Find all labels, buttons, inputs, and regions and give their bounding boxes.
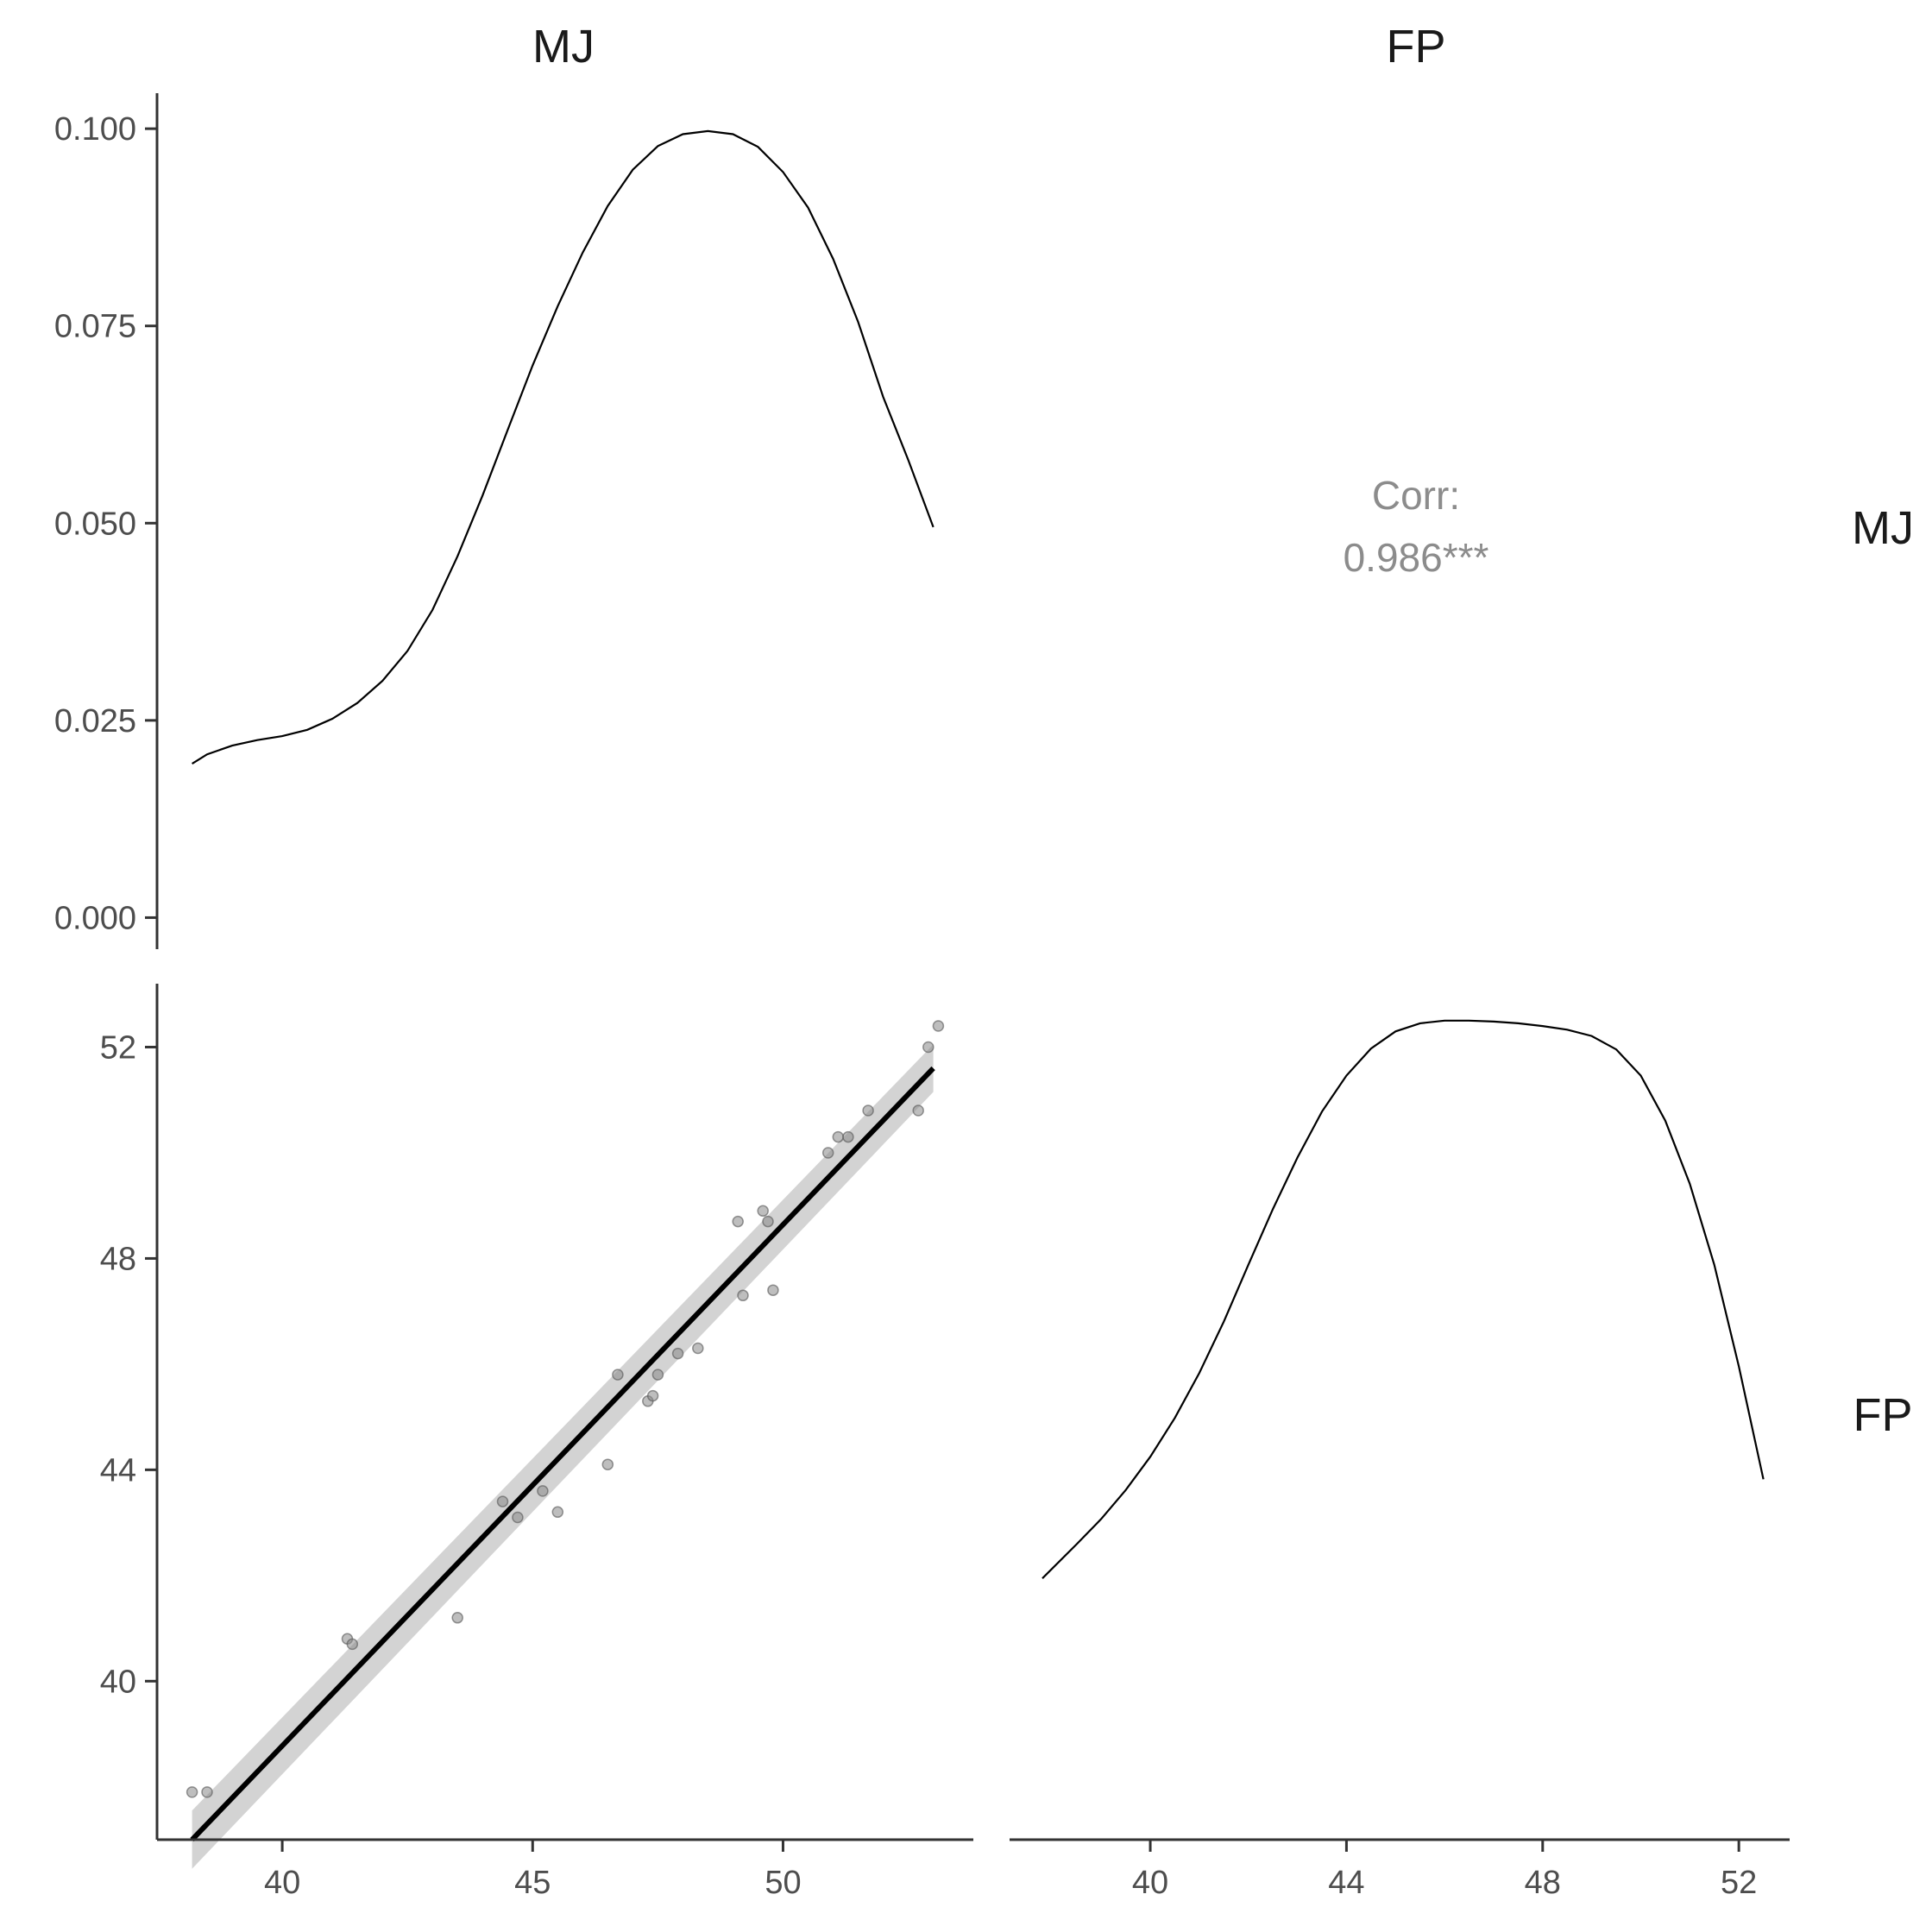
y-tick-label: 0.075 [54,309,136,345]
panel-correlation: Corr: 0.986*** [1344,473,1489,580]
y-tick-label: 0.050 [54,506,136,542]
column-strip-fp: FP [1386,21,1445,72]
y-tick-label: 44 [100,1452,136,1488]
correlation-label: Corr: [1372,473,1460,518]
y-tick-label: 0.100 [54,111,136,148]
scatter-point [551,1506,564,1519]
x-tick-label: 40 [1132,1865,1168,1901]
x-tick-label: 52 [1721,1865,1757,1901]
x-tick-label: 50 [765,1865,801,1901]
density-curve-fp [1042,1019,1765,1579]
scatter-point [932,1020,945,1032]
row-strip-mj: MJ [1852,502,1914,554]
scatter-point [186,1786,198,1798]
regression-line [190,1066,935,1842]
density-curve-mj [192,129,935,765]
row-strip-fp: FP [1853,1389,1912,1441]
x-tick-label: 48 [1525,1865,1561,1901]
scatter-point [346,1638,359,1651]
scatter-point [651,1369,664,1381]
scatter-point [671,1347,684,1360]
scatter-point [832,1130,845,1143]
scatter-point [842,1130,854,1143]
scatter-point [537,1485,549,1497]
scatter-point [612,1369,624,1381]
scatter-point [201,1786,213,1798]
scatter-point [762,1215,774,1228]
scatter-point [737,1289,749,1302]
scatter-point [601,1458,614,1470]
scatter-point [732,1215,744,1228]
y-tick-label: 48 [100,1241,136,1277]
panel-scatter: 40 44 48 52 40 45 50 [100,984,973,1901]
x-tick-label: 40 [264,1865,300,1901]
scatter-point [821,1147,834,1159]
panel-fp-density: 40 44 48 52 [1010,1019,1790,1901]
column-strip-mj: MJ [532,21,595,72]
scatter-point [496,1495,509,1507]
x-tick-label: 44 [1328,1865,1364,1901]
scatter-point [767,1284,779,1296]
x-tick-label: 45 [514,1865,551,1901]
scatter-point [922,1041,935,1054]
y-tick-label: 52 [100,1029,136,1066]
y-tick-label: 0.000 [54,900,136,936]
correlation-value: 0.986*** [1344,535,1489,580]
scatter-point [912,1104,924,1117]
scatter-point [757,1205,769,1218]
scatter-point [512,1511,524,1524]
y-tick-label: 0.025 [54,703,136,739]
scatter-point [692,1342,704,1355]
y-tick-label: 40 [100,1664,136,1700]
scatter-point [862,1104,874,1117]
scatter-point [646,1389,659,1402]
scatter-point [451,1612,463,1624]
panel-mj-density: 0.000 0.025 0.050 0.075 0.100 [54,93,935,949]
